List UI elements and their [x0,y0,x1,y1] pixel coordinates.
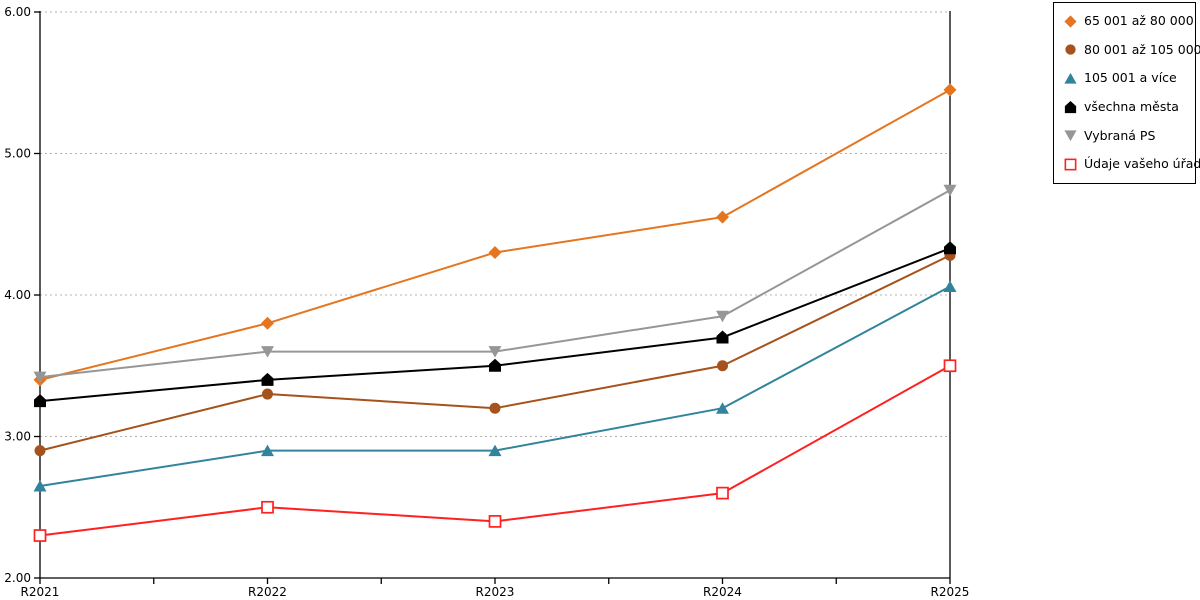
circle-legend-icon [1065,44,1076,56]
series-line [39,88,951,381]
circle-marker [262,388,273,400]
legend-item: Údaje vašeho úřadu [1063,157,1200,172]
triangle-down-marker [488,346,502,358]
triangle-down-marker [716,310,729,323]
open-square-marker [1064,158,1077,171]
diamond-legend-icon [1064,15,1077,28]
pentagon-marker [1064,100,1077,113]
x-tick-label: R2023 [476,585,515,599]
legend-label: 65 001 až 80 000 [1084,13,1194,29]
x-tick-label: R2022 [248,585,287,599]
circle-marker [1065,44,1076,56]
triangle-up-marker [1064,73,1077,84]
circle-marker [34,445,46,457]
open-square-marker [488,515,502,528]
legend-label: Vybraná PS [1084,127,1156,143]
open-square-marker [943,359,957,373]
pentagon-marker [261,372,274,386]
diamond-marker [943,83,957,97]
legend-item: 65 001 až 80 000 [1063,14,1195,29]
legend-label: všechna města [1084,99,1179,115]
legend-label: 105 001 a více [1084,70,1177,86]
series-line [39,247,951,403]
circle-marker [489,402,501,414]
y-tick-label: 2.00 [4,571,31,585]
diamond-marker [1064,15,1077,28]
pentagon-marker [944,241,956,255]
pentagon-marker [716,330,729,344]
triangle-up-marker [943,280,957,293]
y-tick-label: 4.00 [4,288,31,302]
pentagon-marker [34,394,46,408]
legend-item: 80 001 až 105 000 [1063,42,1200,57]
legend-label: 80 001 až 105 000 [1084,41,1200,57]
triangle-up-marker [261,444,274,457]
triangle-up-legend-icon [1064,73,1077,84]
square-open-legend-icon [1064,158,1077,171]
diamond-marker [716,210,729,224]
y-tick-label: 5.00 [4,147,31,161]
y-tick-label: 3.00 [4,430,31,444]
pentagon-marker [489,358,501,372]
triangle-down-marker [261,346,274,358]
chart-legend: 65 001 až 80 000 80 001 až 105 000 105 001… [1053,2,1200,184]
triangle-up-marker [716,402,729,414]
legend-item: všechna města [1063,100,1195,115]
open-square-marker [33,529,47,542]
open-square-marker [261,500,274,514]
triangle-down-marker [1064,130,1077,142]
x-tick-label: R2021 [21,585,60,599]
y-tick-label: 6.00 [4,5,31,19]
legend-item: 105 001 a více [1063,71,1195,86]
x-tick-label: R2025 [931,585,970,599]
triangle-down-legend-icon [1064,130,1077,142]
open-square-marker [716,486,729,500]
triangle-down-marker [943,184,957,197]
legend-item: Vybraná PS [1063,128,1195,143]
x-tick-label: R2024 [703,585,742,599]
diamond-marker [488,246,502,260]
triangle-down-marker [33,371,47,384]
triangle-up-marker [33,480,47,492]
triangle-up-marker [488,444,502,457]
legend-label: Údaje vašeho úřadu [1084,156,1200,172]
circle-marker [717,360,728,372]
diamond-marker [261,316,274,330]
pentagon-legend-icon [1064,100,1077,113]
